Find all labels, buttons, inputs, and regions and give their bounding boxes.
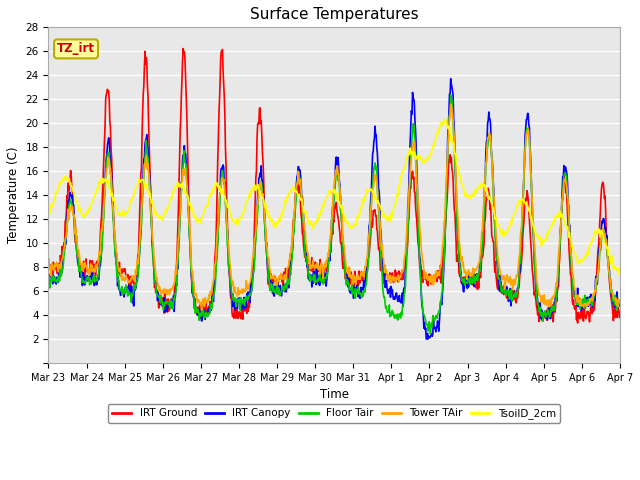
TsoilD_2cm xyxy=(588,240,596,245)
Tower TAir xyxy=(616,300,624,305)
IRT Canopy xyxy=(422,336,430,342)
Floor Tair xyxy=(589,300,596,305)
IRT Canopy xyxy=(150,276,158,281)
Text: TZ_irt: TZ_irt xyxy=(57,42,95,55)
Floor Tair xyxy=(45,274,52,279)
Floor Tair xyxy=(150,275,158,280)
Floor Tair xyxy=(427,331,435,336)
IRT Ground xyxy=(598,186,605,192)
IRT Canopy xyxy=(598,224,605,230)
TsoilD_2cm xyxy=(381,215,389,220)
IRT Canopy xyxy=(45,274,52,280)
Line: IRT Canopy: IRT Canopy xyxy=(49,79,620,339)
Floor Tair xyxy=(282,280,289,286)
TsoilD_2cm xyxy=(442,117,449,122)
Floor Tair xyxy=(616,301,624,307)
Tower TAir xyxy=(447,101,454,107)
IRT Canopy xyxy=(589,304,596,310)
IRT Canopy xyxy=(282,286,289,292)
Tower TAir xyxy=(45,258,52,264)
IRT Ground xyxy=(45,256,52,262)
IRT Canopy xyxy=(447,76,454,82)
X-axis label: Time: Time xyxy=(320,388,349,401)
TsoilD_2cm xyxy=(615,271,623,276)
Y-axis label: Temperature (C): Temperature (C) xyxy=(7,147,20,243)
Tower TAir xyxy=(72,225,80,230)
Floor Tair xyxy=(598,237,605,242)
IRT Ground xyxy=(382,271,390,277)
IRT Ground xyxy=(150,285,158,290)
IRT Canopy xyxy=(72,239,80,244)
IRT Canopy xyxy=(616,303,624,309)
Title: Surface Temperatures: Surface Temperatures xyxy=(250,7,419,22)
IRT Ground xyxy=(589,305,596,311)
TsoilD_2cm xyxy=(597,230,605,236)
Floor Tair xyxy=(381,301,389,307)
TsoilD_2cm xyxy=(616,266,624,272)
Line: Tower TAir: Tower TAir xyxy=(49,104,620,310)
Tower TAir xyxy=(150,258,158,264)
Line: Floor Tair: Floor Tair xyxy=(49,95,620,334)
Legend: IRT Ground, IRT Canopy, Floor Tair, Tower TAir, TsoilD_2cm: IRT Ground, IRT Canopy, Floor Tair, Towe… xyxy=(108,404,560,423)
IRT Ground xyxy=(179,46,187,51)
Floor Tair xyxy=(72,241,80,247)
IRT Ground xyxy=(282,267,290,273)
Tower TAir xyxy=(198,307,205,313)
IRT Ground xyxy=(72,236,80,242)
Floor Tair xyxy=(447,92,454,97)
Tower TAir xyxy=(598,234,605,240)
IRT Ground xyxy=(616,315,624,321)
TsoilD_2cm xyxy=(45,209,52,215)
IRT Ground xyxy=(574,320,582,326)
IRT Canopy xyxy=(381,285,389,290)
Tower TAir xyxy=(589,298,596,304)
TsoilD_2cm xyxy=(150,211,158,217)
Tower TAir xyxy=(282,276,290,282)
TsoilD_2cm xyxy=(282,200,289,205)
Line: TsoilD_2cm: TsoilD_2cm xyxy=(49,120,620,274)
Tower TAir xyxy=(382,269,390,275)
TsoilD_2cm xyxy=(72,199,80,205)
Line: IRT Ground: IRT Ground xyxy=(49,48,620,323)
